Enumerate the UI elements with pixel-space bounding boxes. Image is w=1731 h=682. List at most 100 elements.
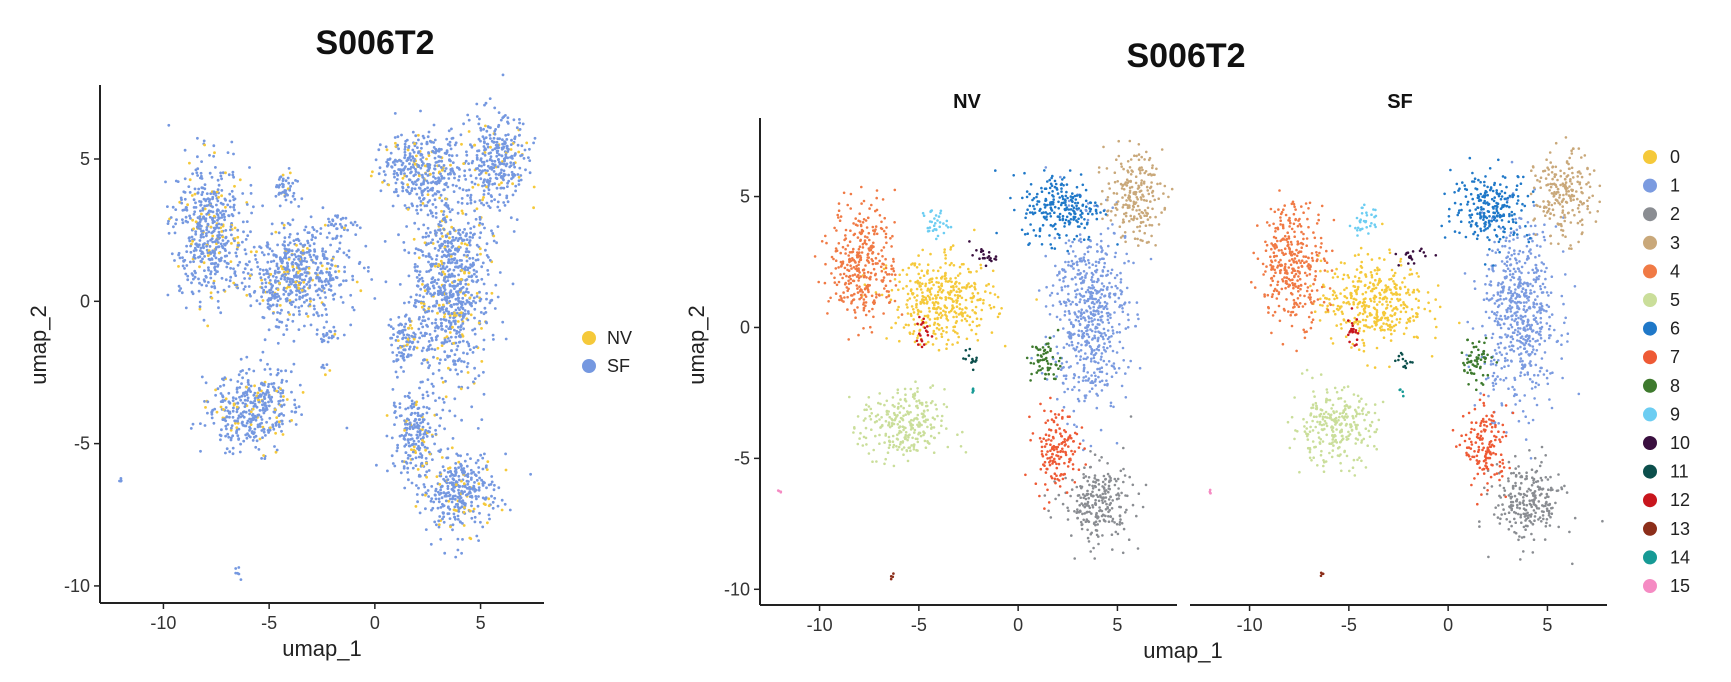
umap-point — [415, 192, 419, 196]
umap-point — [431, 458, 434, 461]
umap-point — [413, 162, 417, 166]
umap-point — [492, 338, 495, 341]
umap-point — [421, 493, 424, 497]
cluster-point — [1067, 252, 1071, 255]
cluster-point — [971, 292, 974, 295]
cluster-point — [1088, 390, 1092, 393]
umap-point — [457, 334, 461, 338]
cluster-point — [921, 291, 924, 294]
umap-point — [236, 263, 240, 267]
cluster-point — [905, 284, 908, 288]
umap-point — [455, 290, 458, 294]
umap-point — [493, 147, 497, 151]
umap-point — [427, 495, 430, 498]
umap-point — [406, 208, 410, 211]
umap-point — [272, 382, 276, 385]
umap-point — [358, 226, 362, 230]
umap-point — [442, 228, 446, 231]
umap-point — [224, 397, 228, 401]
umap-point — [306, 293, 309, 296]
cluster-point — [944, 262, 947, 265]
umap-point — [320, 365, 324, 369]
umap-point — [481, 152, 485, 156]
umap-point — [269, 304, 273, 308]
umap-point — [471, 256, 475, 260]
cluster-point — [1072, 409, 1076, 413]
cluster-point — [1070, 534, 1073, 537]
cluster-point — [1082, 256, 1086, 259]
umap-point — [245, 371, 248, 375]
umap-point — [497, 486, 501, 490]
cluster-point — [1081, 295, 1084, 298]
umap-point — [429, 292, 432, 296]
umap-point — [460, 479, 463, 483]
cluster-point — [1080, 281, 1083, 285]
umap-point — [288, 280, 292, 284]
umap-point — [447, 258, 451, 261]
umap-point — [431, 280, 434, 284]
umap-point — [461, 538, 464, 541]
cluster-point — [1105, 363, 1108, 366]
cluster-point — [976, 298, 979, 302]
umap-point — [482, 348, 486, 351]
umap-point — [198, 281, 201, 285]
umap-point — [237, 243, 241, 247]
umap-point — [413, 333, 417, 336]
umap-point — [261, 383, 265, 387]
umap-point — [457, 474, 461, 478]
umap-point — [449, 497, 452, 501]
umap-point — [292, 313, 295, 317]
umap-point — [211, 216, 215, 220]
cluster-point — [1059, 175, 1062, 179]
umap-point — [426, 285, 430, 289]
umap-point — [482, 312, 486, 316]
umap-point — [317, 314, 320, 318]
cluster-point — [911, 293, 914, 296]
umap-point — [464, 178, 468, 181]
umap-point — [482, 163, 486, 167]
umap-point — [343, 270, 346, 274]
umap-point — [432, 284, 435, 288]
cluster-point — [1128, 475, 1131, 479]
umap-point — [354, 233, 358, 237]
umap-point — [245, 203, 249, 206]
umap-point — [253, 397, 257, 400]
umap-point — [192, 249, 196, 253]
umap-point — [223, 254, 227, 258]
legend-swatch-nv — [582, 331, 596, 345]
umap-point — [219, 438, 222, 442]
umap-point — [239, 357, 243, 361]
umap-point — [266, 429, 270, 432]
umap-point — [414, 442, 418, 446]
cluster-point — [917, 254, 920, 257]
cluster-point — [1095, 268, 1099, 272]
umap-point — [493, 132, 497, 136]
umap-point — [391, 462, 395, 465]
umap-point — [421, 443, 425, 447]
cluster-point — [987, 282, 990, 286]
umap-point — [488, 206, 492, 210]
cluster-point — [1117, 487, 1120, 490]
umap-point — [293, 398, 297, 402]
umap-point — [209, 291, 213, 295]
cluster-point — [955, 301, 958, 304]
umap-point — [421, 279, 425, 283]
cluster-point — [1128, 301, 1131, 304]
umap-point — [444, 329, 448, 333]
umap-point — [378, 166, 382, 170]
umap-point — [342, 251, 346, 255]
cluster-point — [1079, 240, 1083, 244]
umap-point — [436, 292, 440, 296]
cluster-point — [1091, 291, 1095, 295]
umap-point — [258, 409, 262, 412]
umap-point — [432, 123, 436, 127]
umap-point — [223, 197, 227, 201]
cluster-point — [1079, 317, 1083, 321]
umap-point — [249, 410, 253, 414]
cluster-point — [945, 315, 948, 318]
umap-point — [497, 183, 501, 187]
umap-point — [461, 499, 465, 502]
umap-point — [532, 185, 536, 189]
umap-point — [202, 261, 206, 265]
cluster-point — [928, 281, 931, 285]
